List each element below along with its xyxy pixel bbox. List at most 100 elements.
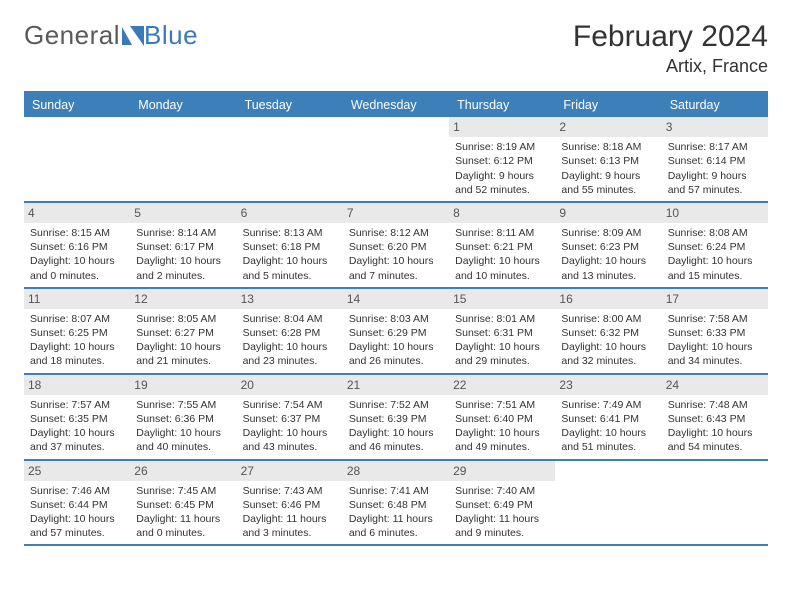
day-number: 19 — [130, 375, 236, 395]
day-number: 9 — [555, 203, 661, 223]
sunset-text: Sunset: 6:32 PM — [561, 326, 655, 340]
day-cell — [662, 461, 768, 545]
daylight-text: Daylight: 10 hours and 54 minutes. — [668, 426, 762, 454]
sunrise-text: Sunrise: 8:14 AM — [136, 226, 230, 240]
logo: General Blue — [24, 20, 198, 51]
daylight-text: Daylight: 10 hours and 32 minutes. — [561, 340, 655, 368]
sunset-text: Sunset: 6:18 PM — [243, 240, 337, 254]
sunrise-text: Sunrise: 8:18 AM — [561, 140, 655, 154]
day-cell: 13 Sunrise: 8:04 AMSunset: 6:28 PMDayligh… — [237, 289, 343, 373]
sunrise-text: Sunrise: 7:43 AM — [243, 484, 337, 498]
day-cell: 19Sunrise: 7:55 AMSunset: 6:36 PMDayligh… — [130, 375, 236, 459]
day-cell: 2Sunrise: 8:18 AMSunset: 6:13 PMDaylight… — [555, 117, 661, 201]
sunset-text: Sunset: 6:48 PM — [349, 498, 443, 512]
day-header-thu: Thursday — [449, 93, 555, 117]
week-row: 25Sunrise: 7:46 AMSunset: 6:44 PMDayligh… — [24, 461, 768, 547]
sunset-text: Sunset: 6:12 PM — [455, 154, 549, 168]
week-row: 4Sunrise: 8:15 AMSunset: 6:16 PMDaylight… — [24, 203, 768, 289]
daylight-text: Daylight: 11 hours and 3 minutes. — [243, 512, 337, 540]
sunset-text: Sunset: 6:37 PM — [243, 412, 337, 426]
day-number: 27 — [237, 461, 343, 481]
title-block: February 2024 Artix, France — [573, 20, 768, 77]
daylight-text: Daylight: 10 hours and 40 minutes. — [136, 426, 230, 454]
day-cell — [555, 461, 661, 545]
day-number: 17 — [662, 289, 768, 309]
day-number: 28 — [343, 461, 449, 481]
sunset-text: Sunset: 6:13 PM — [561, 154, 655, 168]
sunset-text: Sunset: 6:27 PM — [136, 326, 230, 340]
day-number: 23 — [555, 375, 661, 395]
day-number: 7 — [343, 203, 449, 223]
day-number: 22 — [449, 375, 555, 395]
day-cell: 20Sunrise: 7:54 AMSunset: 6:37 PMDayligh… — [237, 375, 343, 459]
daylight-text: Daylight: 10 hours and 34 minutes. — [668, 340, 762, 368]
day-cell: 11Sunrise: 8:07 AMSunset: 6:25 PMDayligh… — [24, 289, 130, 373]
day-cell: 12Sunrise: 8:05 AMSunset: 6:27 PMDayligh… — [130, 289, 236, 373]
daylight-text: Daylight: 10 hours and 13 minutes. — [561, 254, 655, 282]
daylight-text: Daylight: 10 hours and 26 minutes. — [349, 340, 443, 368]
sunrise-text: Sunrise: 8:19 AM — [455, 140, 549, 154]
day-number: 18 — [24, 375, 130, 395]
sunrise-text: Sunrise: 8:08 AM — [668, 226, 762, 240]
sunset-text: Sunset: 6:21 PM — [455, 240, 549, 254]
sunrise-text: Sunrise: 7:52 AM — [349, 398, 443, 412]
day-cell: 8Sunrise: 8:11 AMSunset: 6:21 PMDaylight… — [449, 203, 555, 287]
day-number: 16 — [555, 289, 661, 309]
day-number: 15 — [449, 289, 555, 309]
day-cell: 28 Sunrise: 7:41 AMSunset: 6:48 PMDayligh… — [343, 461, 449, 545]
daylight-text: Daylight: 9 hours and 55 minutes. — [561, 169, 655, 197]
sunset-text: Sunset: 6:36 PM — [136, 412, 230, 426]
sunrise-text: Sunrise: 8:05 AM — [136, 312, 230, 326]
sunrise-text: Sunrise: 7:51 AM — [455, 398, 549, 412]
day-number: 13 — [237, 289, 343, 309]
day-number: 25 — [24, 461, 130, 481]
sunrise-text: Sunrise: 8:03 AM — [349, 312, 443, 326]
day-number: 6 — [237, 203, 343, 223]
day-header-tue: Tuesday — [237, 93, 343, 117]
calendar-grid: Sunday Monday Tuesday Wednesday Thursday… — [24, 91, 768, 546]
sunset-text: Sunset: 6:23 PM — [561, 240, 655, 254]
day-number: 8 — [449, 203, 555, 223]
sunrise-text: Sunrise: 8:00 AM — [561, 312, 655, 326]
sunset-text: Sunset: 6:17 PM — [136, 240, 230, 254]
sunrise-text: Sunrise: 7:41 AM — [349, 484, 443, 498]
day-cell: 3Sunrise: 8:17 AMSunset: 6:14 PMDaylight… — [662, 117, 768, 201]
daylight-text: Daylight: 10 hours and 29 minutes. — [455, 340, 549, 368]
sunset-text: Sunset: 6:28 PM — [243, 326, 337, 340]
day-number: 26 — [130, 461, 236, 481]
day-cell — [237, 117, 343, 201]
week-row: 11Sunrise: 8:07 AMSunset: 6:25 PMDayligh… — [24, 289, 768, 375]
sunset-text: Sunset: 6:45 PM — [136, 498, 230, 512]
day-cell: 21Sunrise: 7:52 AMSunset: 6:39 PMDayligh… — [343, 375, 449, 459]
day-cell: 1Sunrise: 8:19 AMSunset: 6:12 PMDaylight… — [449, 117, 555, 201]
daylight-text: Daylight: 10 hours and 57 minutes. — [30, 512, 124, 540]
sunset-text: Sunset: 6:41 PM — [561, 412, 655, 426]
day-cell: 5Sunrise: 8:14 AMSunset: 6:17 PMDaylight… — [130, 203, 236, 287]
calendar-page: General Blue February 2024 Artix, France… — [0, 0, 792, 558]
day-cell: 15Sunrise: 8:01 AMSunset: 6:31 PMDayligh… — [449, 289, 555, 373]
daylight-text: Daylight: 11 hours and 6 minutes. — [349, 512, 443, 540]
day-header-fri: Friday — [555, 93, 661, 117]
location-subtitle: Artix, France — [573, 56, 768, 77]
sunset-text: Sunset: 6:39 PM — [349, 412, 443, 426]
sunrise-text: Sunrise: 7:45 AM — [136, 484, 230, 498]
logo-triangle2-icon — [130, 26, 144, 46]
day-cell — [343, 117, 449, 201]
day-cell: 27Sunrise: 7:43 AMSunset: 6:46 PMDayligh… — [237, 461, 343, 545]
sunset-text: Sunset: 6:35 PM — [30, 412, 124, 426]
daylight-text: Daylight: 9 hours and 52 minutes. — [455, 169, 549, 197]
sunrise-text: Sunrise: 8:04 AM — [243, 312, 337, 326]
day-number: 29 — [449, 461, 555, 481]
day-number: 3 — [662, 117, 768, 137]
sunrise-text: Sunrise: 8:12 AM — [349, 226, 443, 240]
day-header-row: Sunday Monday Tuesday Wednesday Thursday… — [24, 93, 768, 117]
day-cell: 14Sunrise: 8:03 AMSunset: 6:29 PMDayligh… — [343, 289, 449, 373]
sunset-text: Sunset: 6:20 PM — [349, 240, 443, 254]
week-row: 18Sunrise: 7:57 AMSunset: 6:35 PMDayligh… — [24, 375, 768, 461]
day-cell: 16 Sunrise: 8:00 AMSunset: 6:32 PMDayligh… — [555, 289, 661, 373]
day-cell: 7Sunrise: 8:12 AMSunset: 6:20 PMDaylight… — [343, 203, 449, 287]
daylight-text: Daylight: 10 hours and 2 minutes. — [136, 254, 230, 282]
daylight-text: Daylight: 10 hours and 23 minutes. — [243, 340, 337, 368]
sunrise-text: Sunrise: 7:40 AM — [455, 484, 549, 498]
sunset-text: Sunset: 6:31 PM — [455, 326, 549, 340]
